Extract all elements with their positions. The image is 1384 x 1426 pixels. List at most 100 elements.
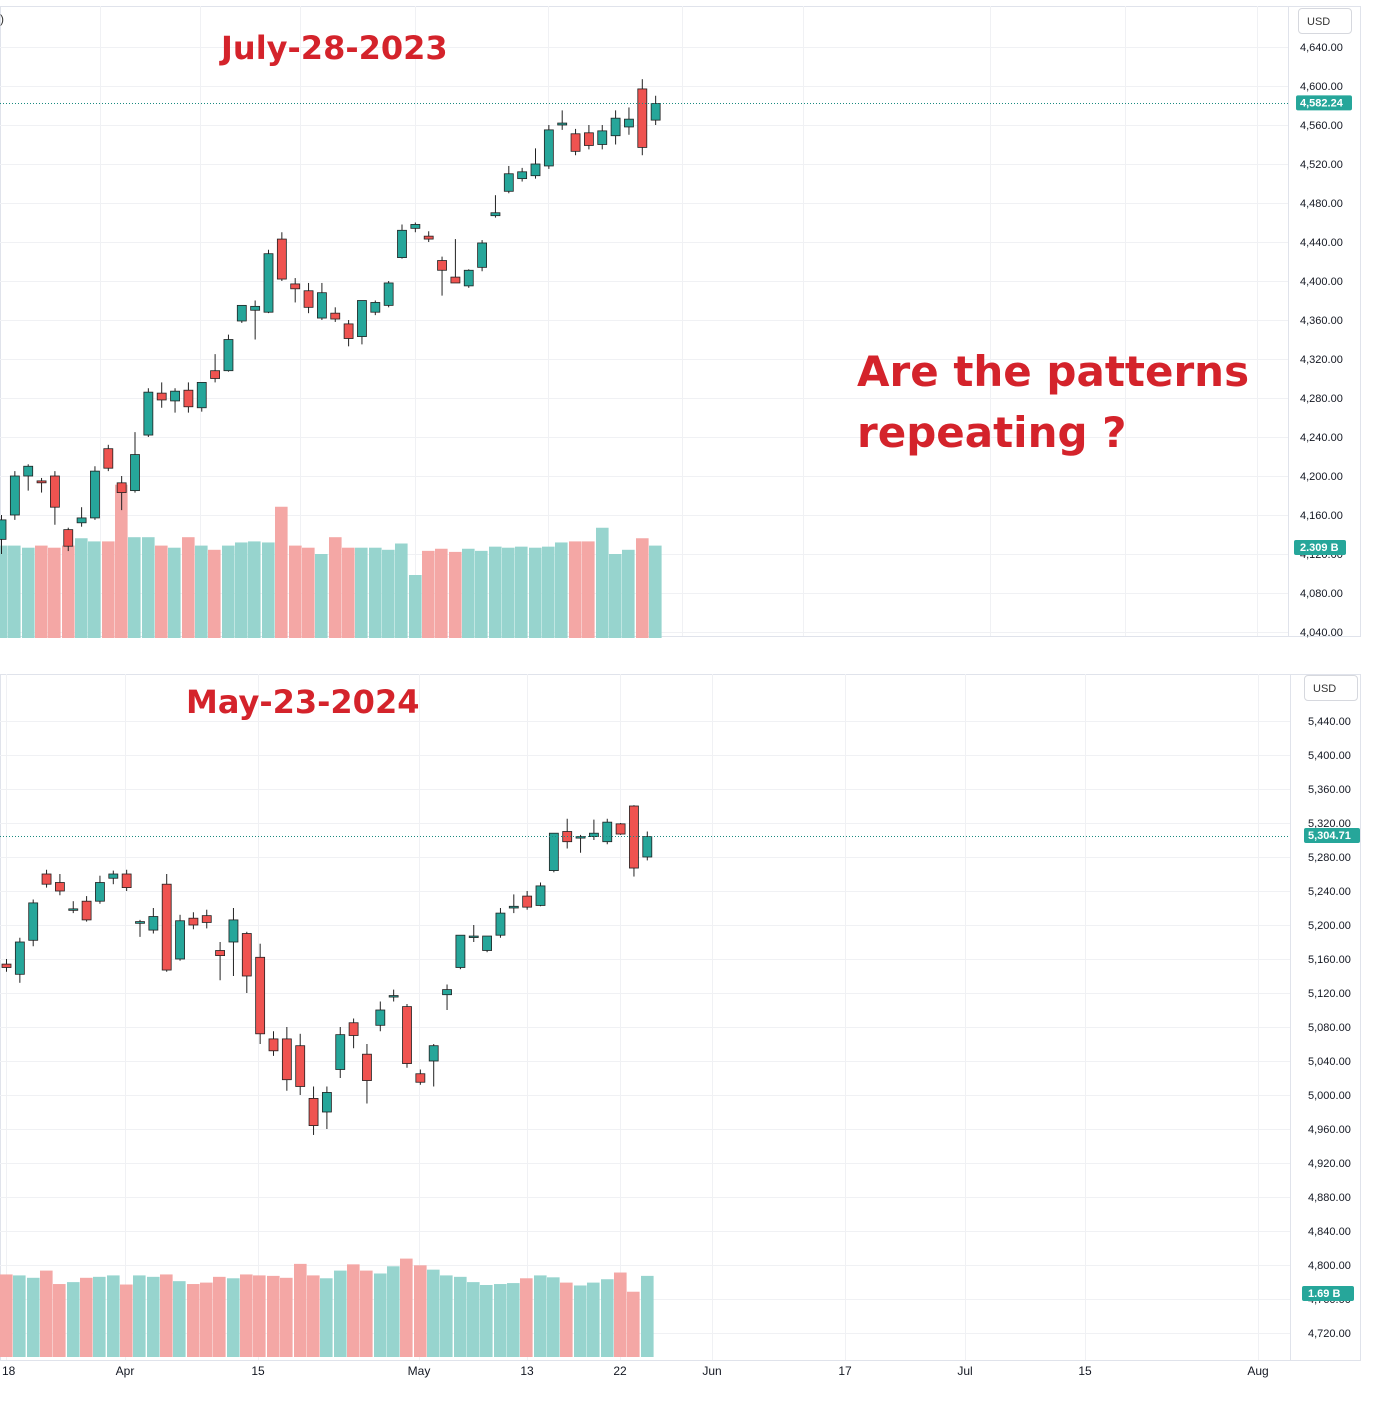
y-tick-label: 5,240.00	[1308, 886, 1351, 898]
panel-frame	[0, 6, 1361, 637]
y-tick-label: 4,320.00	[1300, 354, 1343, 366]
candle-body	[281, 1038, 292, 1081]
candle-body	[508, 905, 519, 909]
volume-bar	[360, 1270, 373, 1357]
candle-body	[103, 448, 114, 469]
candle-body	[290, 283, 301, 290]
candle-body	[161, 883, 172, 971]
volume-bar	[601, 1279, 614, 1357]
volume-bar	[449, 551, 462, 638]
volume-bar	[80, 1277, 93, 1357]
volume-bar	[275, 506, 288, 638]
volume-bar	[128, 537, 141, 638]
candle-body	[348, 1022, 359, 1036]
volume-bar	[641, 1275, 654, 1357]
candle-body	[188, 917, 199, 926]
volume-bar	[582, 541, 595, 638]
volume-label: 2.309 B	[1300, 542, 1339, 554]
volume-bar	[115, 484, 128, 638]
candle-body	[183, 389, 194, 408]
top-currency-button[interactable]: USD	[1298, 8, 1352, 34]
candle-body	[330, 312, 341, 320]
candle-body	[450, 276, 461, 284]
volume-bar	[289, 545, 302, 638]
panel-frame	[0, 674, 1361, 1361]
candle-body	[303, 290, 314, 308]
volume-bar	[622, 549, 635, 638]
candle-body	[55, 882, 65, 892]
candle-body	[50, 475, 60, 508]
volume-bar	[609, 554, 622, 638]
candle-body	[375, 1009, 386, 1026]
volume-bar	[427, 1269, 440, 1357]
volume-bar	[182, 537, 195, 638]
candle-body	[276, 238, 287, 280]
y-tick-label: 4,800.00	[1308, 1260, 1351, 1272]
x-tick-label: Jun	[702, 1364, 721, 1378]
volume-bar	[62, 545, 75, 638]
volume-bar	[267, 1275, 280, 1357]
volume-bar	[529, 547, 542, 638]
candle-body	[0, 519, 7, 540]
y-tick-label: 5,320.00	[1308, 818, 1351, 830]
volume-bar	[195, 545, 208, 638]
candle-body	[268, 1038, 279, 1052]
volume-bar	[435, 548, 448, 638]
bottom-date-annotation: May-23-2024	[186, 683, 420, 721]
candle-body	[1, 963, 12, 968]
x-tick-label: 15	[251, 1364, 265, 1378]
candle-body	[121, 873, 132, 888]
volume-bar	[240, 1274, 253, 1357]
candle-body	[468, 935, 479, 938]
y-tick-label: 4,880.00	[1308, 1192, 1351, 1204]
candle-body	[482, 935, 493, 951]
candle-body	[81, 900, 92, 921]
candle-body	[570, 133, 581, 152]
volume-bar	[208, 549, 221, 638]
y-tick-label: 4,840.00	[1308, 1226, 1351, 1238]
y-tick-label: 4,240.00	[1300, 432, 1343, 444]
candle-body	[415, 1073, 426, 1083]
candle-body	[490, 212, 501, 217]
candle-body	[130, 454, 140, 492]
volume-bar	[382, 549, 395, 638]
y-tick-label: 4,400.00	[1300, 276, 1343, 288]
candle-body	[170, 390, 180, 402]
candle-body	[236, 304, 247, 322]
volume-bar	[555, 542, 568, 638]
bottom-currency-button[interactable]: USD	[1304, 675, 1358, 701]
candle-body	[575, 836, 586, 839]
last-price-badge	[1304, 827, 1360, 843]
volume-bar	[475, 550, 488, 638]
candle-body	[397, 229, 407, 259]
y-tick-label: 4,720.00	[1308, 1328, 1351, 1340]
volume-bar	[515, 546, 528, 638]
candle-body	[602, 821, 613, 843]
candle-body	[548, 832, 559, 871]
candle-body	[143, 391, 154, 436]
volume-bar	[280, 1277, 293, 1357]
candle-body	[442, 989, 452, 996]
volume-bar	[467, 1282, 480, 1357]
volume-bar	[355, 547, 368, 638]
volume-bar	[168, 547, 181, 638]
volume-bar	[22, 547, 35, 638]
x-tick-label: May	[408, 1364, 431, 1378]
volume-bar	[387, 1266, 400, 1357]
candle-body	[650, 103, 661, 121]
question-annotation-line1: Are the patterns	[857, 347, 1250, 396]
candle-body	[423, 235, 434, 240]
volume-label-badge	[1302, 1286, 1354, 1301]
last-price-label: 4,582.24	[1300, 97, 1344, 109]
x-tick-label: Jul	[957, 1364, 972, 1378]
volume-bar	[142, 537, 155, 638]
candle-body	[362, 1053, 372, 1081]
volume-bar	[8, 545, 21, 638]
volume-bar	[520, 1278, 533, 1357]
volume-bar	[489, 546, 502, 638]
volume-bar	[155, 545, 168, 638]
volume-bar	[494, 1284, 507, 1357]
candle-body	[637, 88, 648, 148]
y-tick-label: 5,280.00	[1308, 852, 1351, 864]
